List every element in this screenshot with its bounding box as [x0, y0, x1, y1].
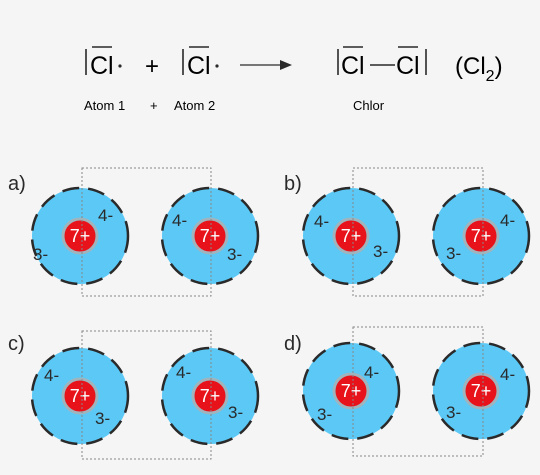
outer-electron-count: 3-	[446, 403, 461, 422]
panel-b: 7+ 4- 3- 7+ 4- 3- b)	[284, 167, 531, 297]
equation: Cl + Cl Cl Cl (Cl2) Atom 1 + Atom 2 Chlo…	[84, 46, 503, 113]
atom1-symbol: Cl	[90, 52, 114, 80]
outer-electron-count: 3-	[95, 409, 110, 428]
caption-atom2: Atom 2	[174, 98, 215, 113]
nucleus	[462, 217, 500, 255]
nucleus	[332, 217, 370, 255]
caption-product: Chlor	[353, 98, 385, 113]
outer-electron-count: 3-	[317, 405, 332, 424]
panel-a: 7+ 4- 3- 7+ 4- 3- a)	[8, 167, 260, 297]
nucleus	[61, 217, 99, 255]
plus-sign: +	[145, 53, 159, 80]
outer-electron-count: 3-	[446, 244, 461, 263]
nucleus-charge: 7+	[70, 226, 91, 246]
radical-dot	[215, 64, 219, 68]
caption-plus: +	[150, 98, 158, 113]
panel-label: c)	[8, 333, 25, 355]
nucleus	[191, 217, 229, 255]
shared-region-box	[352, 326, 484, 457]
panel-d: 7+4-3-7+4-3-d)	[284, 326, 531, 457]
shared-region-box	[81, 330, 212, 460]
inner-electron-count: 4-	[172, 211, 187, 230]
outer-electron-count: 3-	[228, 403, 243, 422]
product-cl-right: Cl	[396, 52, 420, 80]
panel-label: d)	[284, 333, 302, 355]
nucleus-charge: 7+	[471, 381, 492, 401]
shared-region-box	[81, 167, 212, 297]
nucleus-charge: 7+	[341, 226, 362, 246]
formula: (Cl2)	[455, 53, 503, 85]
outer-electron-count: 3-	[373, 242, 388, 261]
nucleus	[332, 372, 370, 410]
reaction-arrow-head	[280, 60, 292, 70]
panel-label: a)	[8, 173, 26, 195]
inner-electron-count: 4-	[314, 212, 329, 231]
nucleus	[61, 377, 99, 415]
caption-atom1: Atom 1	[84, 98, 125, 113]
panel-c: 7+4-3-7+4-3-c)	[8, 330, 260, 460]
nucleus-charge: 7+	[70, 386, 91, 406]
inner-electron-count: 4-	[500, 365, 515, 384]
nucleus-charge: 7+	[200, 226, 221, 246]
radical-dot	[118, 64, 122, 68]
inner-electron-count: 4-	[500, 211, 515, 230]
atom2-symbol: Cl	[187, 52, 211, 80]
nucleus	[191, 377, 229, 415]
nucleus-charge: 7+	[341, 381, 362, 401]
nucleus-charge: 7+	[200, 386, 221, 406]
inner-electron-count: 4-	[98, 206, 113, 225]
inner-electron-count: 4-	[364, 363, 379, 382]
nucleus	[462, 372, 500, 410]
outer-electron-count: 3-	[227, 245, 242, 264]
outer-electron-count: 3-	[33, 245, 48, 264]
nucleus-charge: 7+	[471, 226, 492, 246]
inner-electron-count: 4-	[176, 363, 191, 382]
product-cl-left: Cl	[341, 52, 365, 80]
panels: 7+4-3-7+4-3-a)7+4-3-7+4-3-b)7+4-3-7+4-3-…	[8, 167, 531, 460]
panel-label: b)	[284, 173, 302, 195]
shared-region-box	[352, 167, 484, 297]
inner-electron-count: 4-	[44, 366, 59, 385]
